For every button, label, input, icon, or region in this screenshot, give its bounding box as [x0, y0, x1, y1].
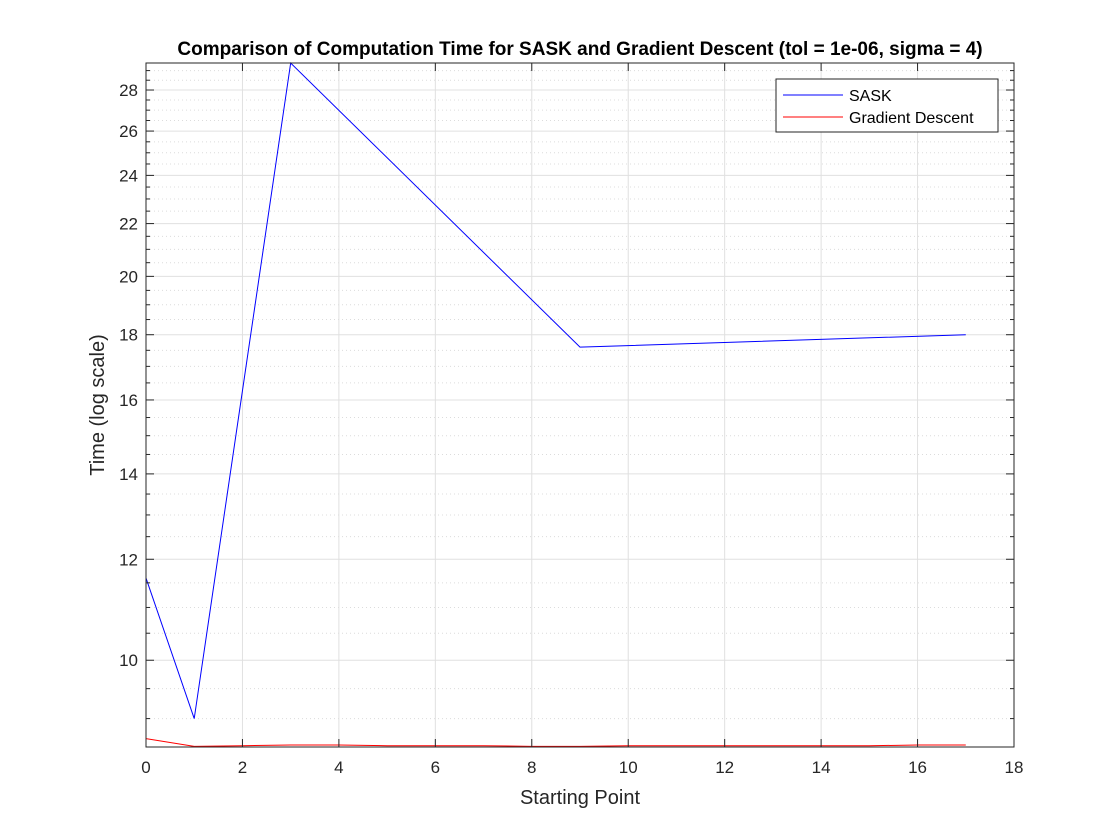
y-tick-label: 10 — [119, 651, 138, 670]
y-tick-label: 24 — [119, 166, 138, 185]
y-tick-label: 16 — [119, 391, 138, 410]
y-tick-label: 26 — [119, 122, 138, 141]
x-tick-label: 8 — [527, 758, 536, 777]
x-tick-label: 18 — [1005, 758, 1024, 777]
x-tick-label: 4 — [334, 758, 343, 777]
x-tick-label: 12 — [715, 758, 734, 777]
y-axis-label: Time (log scale) — [87, 334, 109, 476]
x-tick-label: 10 — [619, 758, 638, 777]
legend-box — [775, 78, 999, 133]
y-tick-label: 20 — [119, 267, 138, 286]
y-tick-label: 12 — [119, 550, 138, 569]
chart-title: Comparison of Computation Time for SASK … — [177, 39, 982, 60]
plot-frame — [145, 62, 1015, 748]
legend-label-gradient-descent: Gradient Descent — [849, 110, 974, 127]
series-line-gradient-descent — [145, 738, 966, 747]
x-tick-label: 14 — [812, 758, 831, 777]
x-tick-label: 0 — [141, 758, 150, 777]
ticks — [145, 63, 1015, 747]
x-tick-label: 6 — [431, 758, 440, 777]
minor-grid — [146, 70, 1014, 720]
legend: SASK Gradient Descent — [775, 78, 999, 133]
y-tick-label: 14 — [119, 465, 138, 484]
y-tick-label: 28 — [119, 81, 138, 100]
x-axis-label: Starting Point — [520, 787, 641, 809]
x-tick-label: 2 — [238, 758, 247, 777]
y-tick-label: 18 — [119, 326, 138, 345]
x-tick-label: 16 — [908, 758, 927, 777]
plot-area — [146, 63, 1014, 747]
y-tick-label: 22 — [119, 215, 138, 234]
legend-label-sask: SASK — [849, 88, 892, 105]
